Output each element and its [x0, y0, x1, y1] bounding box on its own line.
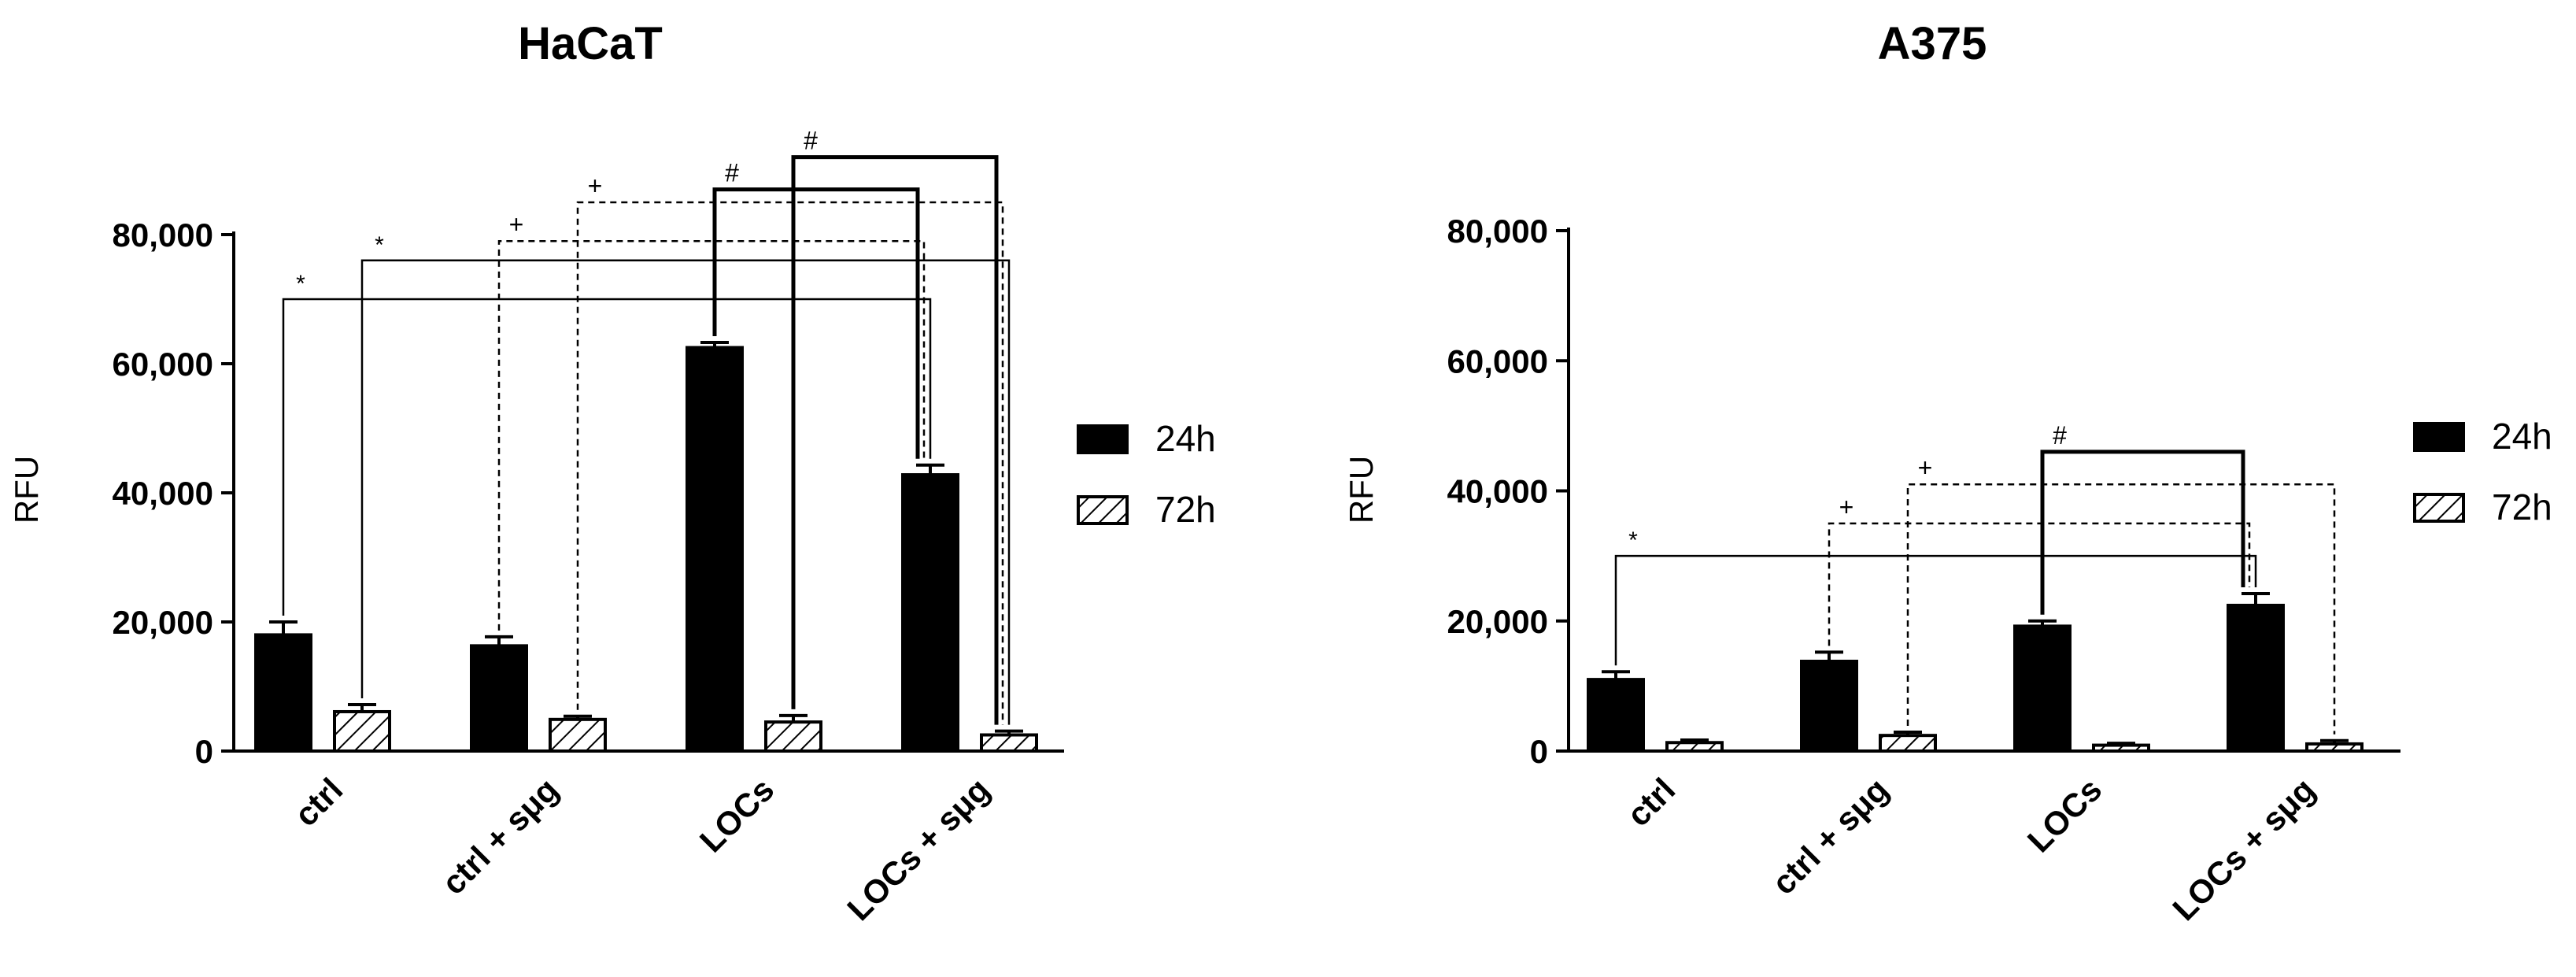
significance-brackets: * + + # — [1614, 421, 2336, 735]
y-tick-label: 60,000 — [1447, 342, 1548, 379]
x-tick-label: ctrl + sμg — [1765, 771, 1895, 901]
y-axis-label: RFU — [1343, 456, 1380, 524]
y-tick-labels: 0 20,000 40,000 60,000 80,000 — [1447, 213, 1548, 770]
legend: 24h 72h — [2413, 416, 2552, 527]
y-tick-label: 60,000 — [113, 346, 213, 383]
bar-72h — [2092, 743, 2150, 753]
significance-symbol: + — [1839, 493, 1854, 521]
x-tick-label: ctrl — [1620, 771, 1682, 833]
significance-bracket — [1614, 554, 2257, 666]
x-tick-label: ctrl + sμg — [434, 771, 565, 901]
legend: 24h 72h — [1077, 418, 1216, 530]
legend-label: 72h — [1155, 489, 1216, 530]
chart-title: HaCaT — [518, 18, 663, 69]
significance-symbol: + — [588, 172, 603, 200]
bar-24h — [470, 644, 528, 753]
y-tick-label: 20,000 — [113, 604, 213, 641]
bars — [1587, 592, 2363, 753]
significance-bracket — [2040, 450, 2245, 615]
x-tick-label: LOCs + sμg — [840, 771, 996, 927]
significance-bracket — [791, 155, 999, 725]
legend-label: 24h — [2492, 416, 2552, 457]
bars — [254, 340, 1038, 753]
bar-24h — [686, 346, 744, 753]
bar-72h — [980, 733, 1038, 753]
x-tick-label: ctrl — [287, 771, 349, 833]
significance-bracket — [1828, 522, 2251, 646]
y-tick-label: 0 — [1530, 733, 1548, 770]
bar-72h — [549, 717, 607, 753]
significance-bracket — [712, 187, 920, 459]
chart-panel-hacat: HaCaT RFU 0 20,000 40,000 60,000 80,000 * * + +… — [8, 18, 1216, 927]
significance-symbol: # — [804, 127, 818, 155]
legend-swatch-72h — [1077, 495, 1129, 525]
x-tick-labels: ctrl ctrl + sμg LOCs LOCs + sμg — [1620, 771, 2322, 927]
bar-72h — [2305, 742, 2363, 753]
y-tick-label: 80,000 — [113, 216, 213, 254]
y-tick-label: 0 — [195, 733, 213, 770]
significance-brackets: * * + + # # — [282, 127, 1011, 725]
significance-symbol: # — [725, 159, 739, 187]
legend-swatch-24h — [1077, 424, 1129, 454]
bar-24h — [1587, 678, 1645, 753]
y-axis-label: RFU — [8, 456, 45, 524]
bar-24h — [2013, 624, 2072, 753]
y-tick-label: 80,000 — [1447, 213, 1548, 250]
y-tick-labels: 0 20,000 40,000 60,000 80,000 — [113, 216, 213, 770]
x-tick-label: LOCs + sμg — [2165, 771, 2322, 927]
significance-symbol: + — [1918, 453, 1933, 482]
significance-bracket — [1906, 483, 2336, 735]
chart-title: A375 — [1878, 18, 1987, 69]
legend-label: 24h — [1155, 418, 1216, 459]
bar-24h — [1800, 659, 1858, 753]
x-tick-labels: ctrl ctrl + sμg LOCs LOCs + sμg — [287, 771, 996, 927]
bar-24h — [901, 473, 959, 753]
y-tick-label: 40,000 — [1447, 473, 1548, 510]
significance-symbol: * — [296, 271, 305, 297]
y-tick-label: 40,000 — [113, 475, 213, 512]
significance-symbol: * — [375, 232, 384, 258]
legend-swatch-24h — [2413, 422, 2465, 452]
significance-bracket — [282, 298, 932, 616]
bar-24h — [254, 633, 312, 753]
significance-bracket — [576, 201, 1004, 725]
significance-symbol: * — [1628, 527, 1638, 553]
y-tick-label: 20,000 — [1447, 603, 1548, 640]
x-tick-label: LOCs — [693, 771, 781, 859]
bar-72h — [764, 720, 822, 753]
legend-label: 72h — [2492, 487, 2552, 527]
bar-72h — [1879, 734, 1937, 753]
significance-symbol: # — [2053, 421, 2067, 450]
significance-bracket — [360, 259, 1011, 725]
x-tick-label: LOCs — [2020, 771, 2108, 859]
bar-72h — [333, 709, 391, 753]
bar-72h — [1665, 741, 1724, 753]
legend-swatch-72h — [2413, 493, 2465, 523]
significance-symbol: + — [509, 210, 524, 239]
bar-24h — [2227, 603, 2285, 753]
